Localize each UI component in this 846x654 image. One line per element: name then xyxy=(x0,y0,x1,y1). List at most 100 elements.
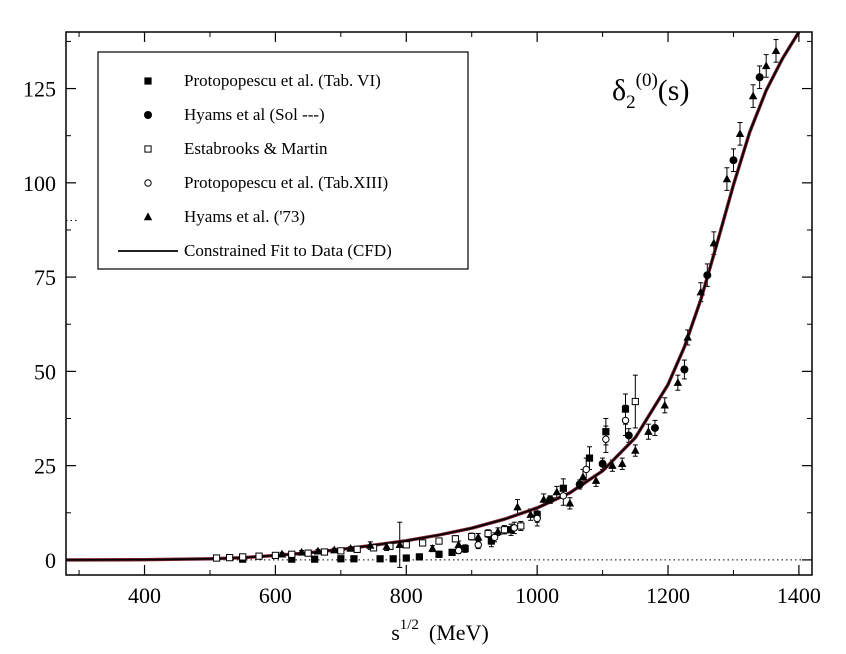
x-tick-label: 800 xyxy=(390,583,423,608)
y-tick-label: 50 xyxy=(34,359,56,384)
point-hyams-et-al-73 xyxy=(539,494,548,503)
point-estabrooks-martin xyxy=(500,526,509,534)
point-protopopescu-et-al-tab-xiii xyxy=(559,492,568,500)
point-protopopescu-et-al-tab-vi xyxy=(337,555,345,563)
point-estabrooks-martin xyxy=(239,553,247,561)
point-protopopescu-et-al-tab-vi xyxy=(507,526,515,534)
point-estabrooks-martin xyxy=(212,554,221,562)
point-hyams-et-al-73 xyxy=(771,46,781,55)
legend-marker-estabrooks-martin xyxy=(144,145,152,153)
point-hyams-et-al-73 xyxy=(735,129,745,138)
point-estabrooks-martin xyxy=(255,552,263,560)
point-estabrooks-martin xyxy=(225,554,234,562)
x-tick-label: 1400 xyxy=(777,583,821,608)
point-protopopescu-et-al-tab-vi xyxy=(311,555,319,563)
point-estabrooks-martin xyxy=(517,522,525,530)
point-hyams-et-al-sol xyxy=(650,423,659,432)
phase-shift-annotation: δ2(0)(s) xyxy=(612,70,689,113)
legend-marker-protopopescu-et-al-tab-xiii xyxy=(144,179,152,187)
point-hyams-et-al-73 xyxy=(748,91,758,100)
point-protopopescu-et-al-tab-vi xyxy=(533,511,541,519)
point-protopopescu-et-al-tab-vi xyxy=(402,554,410,562)
point-hyams-et-al-sol xyxy=(546,495,555,504)
point-estabrooks-martin xyxy=(484,529,492,538)
point-protopopescu-et-al-tab-vi xyxy=(559,484,567,492)
point-hyams-et-al-73 xyxy=(493,527,503,535)
point-hyams-et-al-73 xyxy=(513,502,522,511)
legend-label: Constrained Fit to Data (CFD) xyxy=(184,241,392,260)
legend-box xyxy=(97,51,469,270)
point-hyams-et-al-73 xyxy=(631,445,640,454)
point-hyams-et-al-73 xyxy=(474,532,483,541)
point-hyams-et-al-sol xyxy=(680,365,689,374)
point-hyams-et-al-73 xyxy=(313,546,323,555)
point-protopopescu-et-al-tab-vi xyxy=(288,555,296,563)
legend-item-constrained-fit-to-data-cfd: Constrained Fit to Data (CFD) xyxy=(118,241,392,260)
point-protopopescu-et-al-tab-vi xyxy=(621,405,630,413)
point-hyams-et-al-sol xyxy=(624,431,633,440)
point-hyams-et-al-73 xyxy=(526,510,535,518)
point-estabrooks-martin xyxy=(304,549,312,557)
point-hyams-et-al-73 xyxy=(683,332,692,341)
point-hyams-et-al-73 xyxy=(565,498,575,507)
legend-marker-protopopescu-et-al-tab-vi xyxy=(144,77,152,85)
reference-lines xyxy=(66,220,812,561)
point-protopopescu-et-al-tab-vi xyxy=(585,454,594,462)
legend-item-protopopescu-et-al-tab-vi: Protopopescu et al. (Tab. VI) xyxy=(144,71,381,90)
y-tick-label: 75 xyxy=(34,265,56,290)
legend-item-protopopescu-et-al-tab-xiii: Protopopescu et al. (Tab.XIII) xyxy=(144,173,388,192)
point-hyams-et-al-73 xyxy=(552,487,561,496)
point-estabrooks-martin xyxy=(451,535,459,543)
x-tick-label: 1200 xyxy=(646,583,690,608)
legend-label: Hyams et al (Sol ---) xyxy=(184,105,325,124)
y-tick-label: 0 xyxy=(45,548,56,573)
legend-marker-hyams-et-al-73 xyxy=(143,212,153,221)
point-hyams-et-al-73 xyxy=(382,542,391,550)
point-estabrooks-martin xyxy=(402,541,410,549)
point-hyams-et-al-73 xyxy=(761,61,771,70)
point-hyams-et-al-73 xyxy=(277,549,287,558)
point-hyams-et-al-73 xyxy=(578,472,588,481)
point-hyams-et-al-73 xyxy=(591,476,601,484)
y-tick-label: 100 xyxy=(23,171,56,196)
point-estabrooks-martin xyxy=(320,548,329,556)
legend-label: Estabrooks & Martin xyxy=(184,139,328,158)
point-protopopescu-et-al-tab-xiii xyxy=(533,514,541,523)
point-protopopescu-et-al-tab-xiii xyxy=(454,546,463,555)
point-protopopescu-et-al-tab-vi xyxy=(461,545,469,553)
point-hyams-et-al-73 xyxy=(428,544,437,552)
x-tick-label: 1000 xyxy=(515,583,559,608)
point-protopopescu-et-al-tab-vi xyxy=(389,555,397,563)
point-hyams-et-al-73 xyxy=(660,400,669,409)
point-estabrooks-martin xyxy=(337,547,345,555)
point-hyams-et-al-sol xyxy=(598,459,607,468)
x-tick-label: 400 xyxy=(128,583,161,608)
y-tick-label: 125 xyxy=(23,77,56,102)
point-hyams-et-al-sol xyxy=(703,271,712,280)
y-axis-ticks: 0 25 50 75 100 125 xyxy=(23,40,812,573)
point-protopopescu-et-al-tab-xiii xyxy=(602,435,610,443)
point-hyams-et-al-sol xyxy=(729,156,738,165)
point-hyams-et-al-73 xyxy=(696,287,705,296)
x-tick-label: 600 xyxy=(259,583,292,608)
point-hyams-et-al-73 xyxy=(395,540,404,549)
legend-label: Protopopescu et al. (Tab.XIII) xyxy=(184,173,388,192)
point-protopopescu-et-al-tab-vi xyxy=(448,548,456,556)
point-protopopescu-et-al-tab-vi xyxy=(350,555,358,563)
point-estabrooks-martin xyxy=(419,539,427,547)
point-hyams-et-al-73 xyxy=(454,540,463,549)
point-hyams-et-al-73 xyxy=(709,238,719,247)
legend: Protopopescu et al. (Tab. VI) Hyams et al… xyxy=(97,51,469,270)
y-tick-label: 25 xyxy=(34,454,56,479)
point-estabrooks-martin xyxy=(353,545,361,553)
data-markers xyxy=(212,46,781,563)
legend-item-hyams-et-al-sol: Hyams et al (Sol ---) xyxy=(144,105,325,124)
point-hyams-et-al-sol xyxy=(755,73,764,82)
point-hyams-et-al-73 xyxy=(673,378,683,386)
point-protopopescu-et-al-tab-xiii xyxy=(621,416,630,425)
legend-item-hyams-et-al-73: Hyams et al. ('73) xyxy=(143,207,305,226)
point-estabrooks-martin xyxy=(435,537,443,545)
point-estabrooks-martin xyxy=(468,532,476,541)
legend-marker-hyams-et-al-sol xyxy=(144,111,152,119)
